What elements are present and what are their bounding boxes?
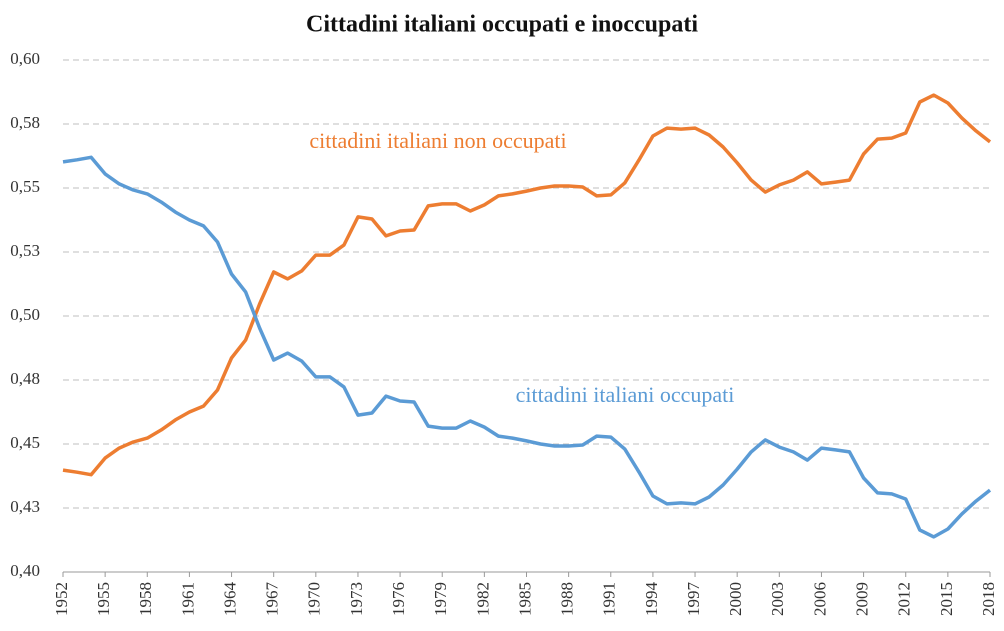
line-series (62, 93, 992, 477)
y-tick-label: 0,60 (10, 49, 40, 68)
x-tick-label: 2018 (979, 582, 998, 616)
x-tick-label: 2000 (726, 582, 745, 616)
x-tick-label: 2009 (852, 582, 871, 616)
y-tick-label: 0,50 (10, 305, 40, 324)
y-tick-label: 0,58 (10, 113, 40, 132)
x-tick-label: 1961 (178, 582, 197, 616)
chart-title: Cittadini italiani occupati e inoccupati (306, 12, 698, 38)
x-tick-label: 1991 (600, 582, 619, 616)
y-tick-label: 0,55 (10, 177, 40, 196)
x-tick-label: 1997 (684, 582, 703, 617)
y-tick-label: 0,45 (10, 433, 40, 452)
x-tick-label: 2012 (895, 582, 914, 616)
series-annotation: cittadini italiani non occupati (309, 128, 566, 153)
line-series (62, 155, 992, 539)
x-tick-label: 1952 (52, 582, 71, 616)
series-annotation: cittadini italiani occupati (516, 382, 735, 407)
y-tick-label: 0,48 (10, 369, 40, 388)
x-tick-label: 1994 (642, 582, 661, 617)
x-tick-label: 1970 (305, 582, 324, 616)
x-tick-label: 1967 (263, 582, 282, 617)
x-tick-label: 2003 (768, 582, 787, 616)
x-tick-label: 1982 (473, 582, 492, 616)
x-tick-label: 1958 (136, 582, 155, 616)
y-tick-label: 0,43 (10, 497, 40, 516)
x-tick-label: 1988 (558, 582, 577, 616)
x-tick-label: 1979 (431, 582, 450, 616)
x-tick-label: 1964 (220, 582, 239, 617)
x-tick-label: 1955 (94, 582, 113, 616)
x-tick-label: 1976 (389, 582, 408, 616)
y-tick-label: 0,53 (10, 241, 40, 260)
x-tick-label: 2006 (810, 582, 829, 616)
x-tick-label: 1985 (515, 582, 534, 616)
y-tick-label: 0,40 (10, 561, 40, 580)
x-tick-label: 2015 (937, 582, 956, 616)
x-tick-label: 1973 (347, 582, 366, 616)
